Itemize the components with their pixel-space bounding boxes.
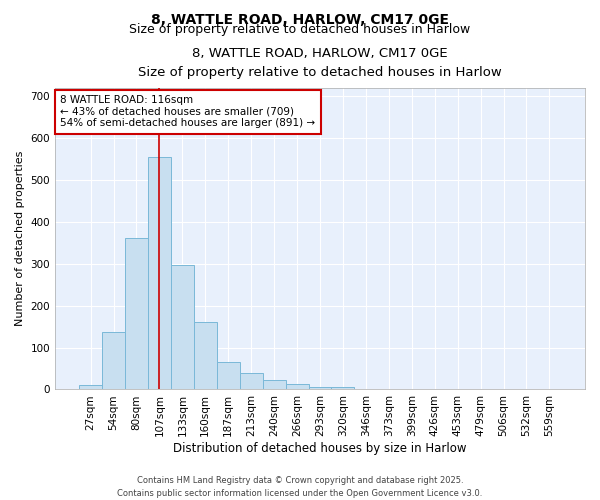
Text: Size of property relative to detached houses in Harlow: Size of property relative to detached ho… (130, 24, 470, 36)
Bar (217, 362, 240, 390)
Bar (240, 372, 263, 390)
Bar (286, 384, 308, 390)
Bar (331, 388, 355, 390)
Text: Contains HM Land Registry data © Crown copyright and database right 2025.
Contai: Contains HM Land Registry data © Crown c… (118, 476, 482, 498)
Bar (102, 332, 125, 390)
Y-axis label: Number of detached properties: Number of detached properties (15, 151, 25, 326)
Bar (125, 238, 148, 390)
Bar (171, 264, 194, 390)
X-axis label: Distribution of detached houses by size in Harlow: Distribution of detached houses by size … (173, 442, 467, 455)
Bar (79, 386, 102, 390)
Bar (148, 157, 171, 390)
Title: 8, WATTLE ROAD, HARLOW, CM17 0GE
Size of property relative to detached houses in: 8, WATTLE ROAD, HARLOW, CM17 0GE Size of… (138, 48, 502, 80)
Bar (308, 388, 331, 390)
Text: 8, WATTLE ROAD, HARLOW, CM17 0GE: 8, WATTLE ROAD, HARLOW, CM17 0GE (151, 12, 449, 26)
Bar (194, 322, 217, 390)
Bar (263, 380, 286, 390)
Text: 8 WATTLE ROAD: 116sqm
← 43% of detached houses are smaller (709)
54% of semi-det: 8 WATTLE ROAD: 116sqm ← 43% of detached … (61, 95, 316, 128)
